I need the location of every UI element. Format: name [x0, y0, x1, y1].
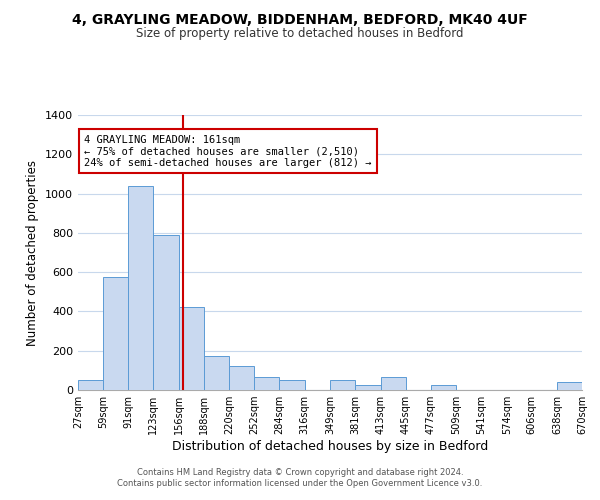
X-axis label: Distribution of detached houses by size in Bedford: Distribution of detached houses by size … [172, 440, 488, 453]
Bar [254, 377, 280, 390]
Bar [280, 380, 305, 390]
Bar [431, 385, 456, 390]
Bar [103, 277, 128, 390]
Bar [128, 186, 153, 390]
Text: 4 GRAYLING MEADOW: 161sqm
← 75% of detached houses are smaller (2,510)
24% of se: 4 GRAYLING MEADOW: 161sqm ← 75% of detac… [84, 134, 372, 168]
Bar [355, 385, 380, 390]
Bar [204, 356, 229, 390]
Text: Contains HM Land Registry data © Crown copyright and database right 2024.
Contai: Contains HM Land Registry data © Crown c… [118, 468, 482, 487]
Bar [331, 380, 355, 390]
Text: 4, GRAYLING MEADOW, BIDDENHAM, BEDFORD, MK40 4UF: 4, GRAYLING MEADOW, BIDDENHAM, BEDFORD, … [72, 12, 528, 26]
Bar [557, 382, 582, 390]
Text: Size of property relative to detached houses in Bedford: Size of property relative to detached ho… [136, 28, 464, 40]
Y-axis label: Number of detached properties: Number of detached properties [26, 160, 40, 346]
Bar [78, 380, 103, 390]
Bar [229, 366, 254, 390]
Bar [153, 235, 179, 390]
Bar [179, 306, 204, 390]
Bar [380, 377, 406, 390]
